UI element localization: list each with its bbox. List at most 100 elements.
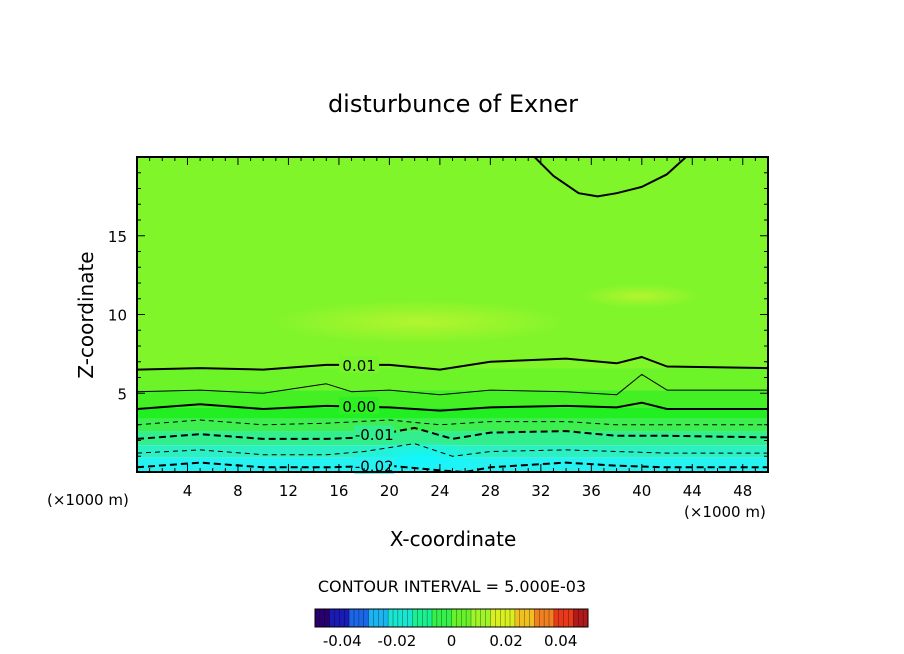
- plot-area: [137, 157, 768, 472]
- colorbar-cell: [524, 609, 530, 627]
- contour-line-5: [137, 426, 768, 440]
- colorbar-frame: [314, 608, 589, 628]
- contour-lines: [137, 157, 768, 472]
- colorbar-cell: [495, 609, 501, 627]
- y-tick-label: 5: [117, 385, 127, 403]
- y-tick-label: 15: [108, 228, 127, 246]
- colorbar-cell: [505, 609, 511, 627]
- x-tick-label: 32: [531, 482, 550, 500]
- colorbar-tick-label: 0.02: [489, 632, 522, 650]
- colorbar-cell: [436, 609, 443, 627]
- colorbar-cell: [324, 609, 330, 627]
- x-tick-label: 16: [329, 482, 348, 500]
- colorbar-cell: [456, 609, 462, 627]
- x-unit-label-left: (×1000 m): [47, 491, 129, 509]
- contour-label: -0.01: [355, 426, 394, 444]
- fill-band-6: [137, 368, 768, 391]
- colorbar-cell: [583, 609, 589, 627]
- y-axis-label: Z-coordinate: [74, 251, 98, 378]
- colorbar-cell: [319, 609, 326, 627]
- colorbar-cell: [427, 609, 433, 627]
- fill-band-5: [137, 390, 768, 408]
- colorbar-cell: [358, 609, 365, 627]
- colorbar-cell: [500, 609, 506, 627]
- colorbar-cell: [553, 609, 560, 627]
- contour-label-bg: [354, 425, 395, 443]
- colorbar-tick-label: -0.04: [323, 632, 362, 650]
- contour-interval-text: CONTOUR INTERVAL = 5.000E-03: [318, 577, 586, 596]
- colorbar-cell: [451, 609, 457, 627]
- fill-band-4: [137, 407, 768, 419]
- colorbar-cell: [490, 609, 496, 627]
- colorbar-cell: [441, 609, 447, 627]
- colorbar-cell: [329, 609, 335, 627]
- colorbar-cell: [383, 609, 389, 627]
- contour-label: 0.00: [342, 398, 375, 416]
- x-tick-label: 12: [279, 482, 298, 500]
- colorbar-cell: [514, 609, 521, 627]
- colorbar-cell: [466, 609, 472, 627]
- colorbar-cell: [334, 609, 340, 627]
- colorbar-cell: [480, 609, 486, 627]
- colorbar-cell: [573, 609, 579, 627]
- colorbar-cell: [510, 609, 516, 627]
- colorbar-cell: [402, 609, 408, 627]
- colorbar: [314, 608, 589, 628]
- colorbar-cell: [393, 609, 399, 627]
- colorbar-cell: [471, 609, 477, 627]
- colorbar-cell: [339, 609, 345, 627]
- colorbar-cell: [461, 609, 467, 627]
- contour-line-1: [137, 356, 768, 371]
- colorbar-cell: [519, 609, 525, 627]
- colorbar-cell: [475, 609, 482, 627]
- colorbar-cell: [568, 609, 574, 627]
- x-axis-ticks: 4 8 12 16 20 24 28 32 36 40 44 48: [149, 157, 756, 500]
- colorbar-tick-label: 0: [447, 632, 457, 650]
- x-axis-label: X-coordinate: [390, 527, 517, 551]
- x-tick-label: 28: [481, 482, 500, 500]
- x-tick-label: 44: [683, 482, 702, 500]
- high-region-patch: [580, 284, 700, 308]
- colorbar-tick-labels: -0.04 -0.02 0 0.02 0.04: [323, 632, 578, 650]
- colorbar-cell: [549, 609, 555, 627]
- contour-line-3: [137, 401, 768, 412]
- x-tick-label: 24: [430, 482, 449, 500]
- x-unit-label-right: (×1000 m): [684, 503, 766, 521]
- x-tick-label: 48: [733, 482, 752, 500]
- contour-line-4: [137, 419, 768, 426]
- contour-label-bg: [339, 396, 380, 414]
- colorbar-cell: [388, 609, 394, 627]
- colorbar-cell: [417, 609, 423, 627]
- colorbar-cell: [558, 609, 564, 627]
- colorbar-cell: [378, 609, 384, 627]
- colorbar-cell: [407, 609, 413, 627]
- colorbar-cell: [363, 609, 369, 627]
- colorbar-cell: [349, 609, 355, 627]
- contour-label: 0.01: [342, 357, 375, 375]
- x-tick-label: 20: [380, 482, 399, 500]
- colorbar-cell: [344, 609, 350, 627]
- colorbar-cell: [354, 609, 360, 627]
- contour-line-7: [137, 461, 768, 472]
- high-region-patch: [270, 300, 570, 344]
- colorbar-cell: [563, 609, 569, 627]
- colorbar-cell: [432, 609, 438, 627]
- colorbar-cell: [539, 609, 545, 627]
- colorbar-tick-label: -0.02: [377, 632, 416, 650]
- colorbar-cell: [373, 609, 379, 627]
- x-tick-label: 40: [632, 482, 651, 500]
- x-tick-label: 4: [183, 482, 193, 500]
- colorbar-cell: [368, 609, 374, 627]
- colorbar-cell: [446, 609, 452, 627]
- colorbar-tick-label: 0.04: [544, 632, 577, 650]
- contour-line-0: [533, 157, 687, 198]
- fill-band-3: [137, 418, 768, 432]
- y-axis-ticks: 5 10 15: [108, 172, 768, 457]
- colorbar-cell: [422, 609, 428, 627]
- colorbar-cell: [412, 609, 418, 627]
- contour-line-2: [137, 373, 768, 396]
- contour-line-6: [137, 443, 768, 457]
- x-tick-label: 8: [233, 482, 243, 500]
- chart-title: disturbunce of Exner: [328, 90, 578, 118]
